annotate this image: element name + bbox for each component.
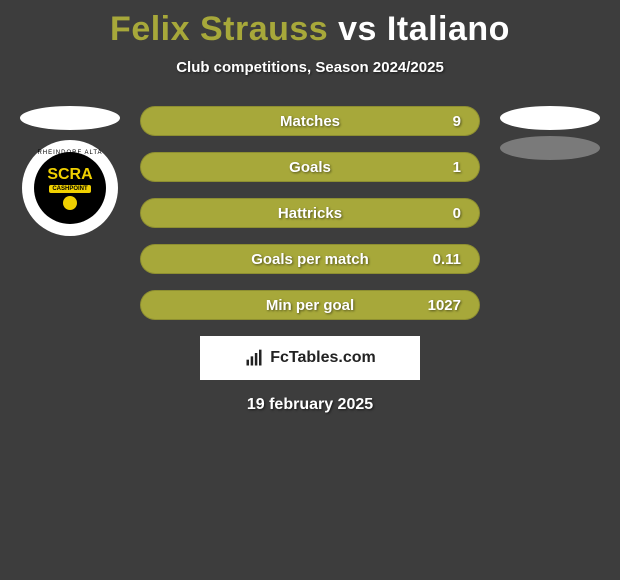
attribution-box: FcTables.com xyxy=(200,336,420,380)
stat-label: Matches xyxy=(199,113,421,130)
page-title: Felix Strauss vs Italiano xyxy=(0,0,620,49)
stat-value-right: 1027 xyxy=(421,297,461,314)
stat-value-right: 0 xyxy=(421,205,461,222)
stat-label: Goals per match xyxy=(199,251,421,268)
title-player-left: Felix Strauss xyxy=(110,10,328,48)
comparison-content: RHEINDORF ALTA SCRA CASHPOINT Matches9 Go… xyxy=(0,106,620,320)
stat-bars: Matches9Goals1Hattricks0Goals per match0… xyxy=(140,106,480,320)
title-player-right: Italiano xyxy=(387,10,510,48)
ball-icon xyxy=(63,196,77,210)
stat-value-right: 9 xyxy=(421,113,461,130)
left-player-placeholder-icon xyxy=(20,106,120,130)
attribution-text: FcTables.com xyxy=(270,349,376,367)
badge-club-code: SCRA xyxy=(47,167,92,183)
left-player-column: RHEINDORF ALTA SCRA CASHPOINT xyxy=(10,106,130,236)
stat-label: Min per goal xyxy=(199,297,421,314)
stat-bar: Goals1 xyxy=(140,152,480,182)
stat-bar: Goals per match0.11 xyxy=(140,244,480,274)
stat-label: Goals xyxy=(199,159,421,176)
right-player-column xyxy=(490,106,610,166)
title-vs: vs xyxy=(328,10,387,48)
stat-bar: Matches9 xyxy=(140,106,480,136)
left-club-badge: RHEINDORF ALTA SCRA CASHPOINT xyxy=(22,140,118,236)
badge-sponsor: CASHPOINT xyxy=(49,185,90,193)
right-player-placeholder-icon xyxy=(500,106,600,130)
bar-chart-icon xyxy=(244,348,264,368)
stat-value-right: 1 xyxy=(421,159,461,176)
stat-bar: Hattricks0 xyxy=(140,198,480,228)
date-line: 19 february 2025 xyxy=(0,396,620,414)
stat-bar: Min per goal1027 xyxy=(140,290,480,320)
stat-value-right: 0.11 xyxy=(421,251,461,268)
stat-label: Hattricks xyxy=(199,205,421,222)
subtitle: Club competitions, Season 2024/2025 xyxy=(0,59,620,76)
right-club-placeholder-icon xyxy=(500,136,600,160)
